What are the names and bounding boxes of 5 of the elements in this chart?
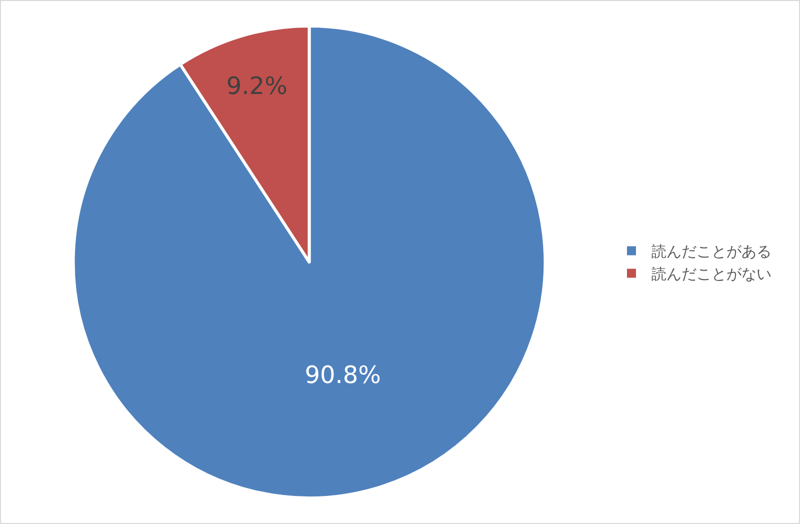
data-label: 90.8% (304, 361, 381, 390)
pie-slice (72, 24, 547, 500)
legend-label: 読んだことがない (651, 265, 772, 284)
data-label: 9.2% (226, 72, 288, 100)
legend-label: 読んだことがある (651, 242, 772, 261)
